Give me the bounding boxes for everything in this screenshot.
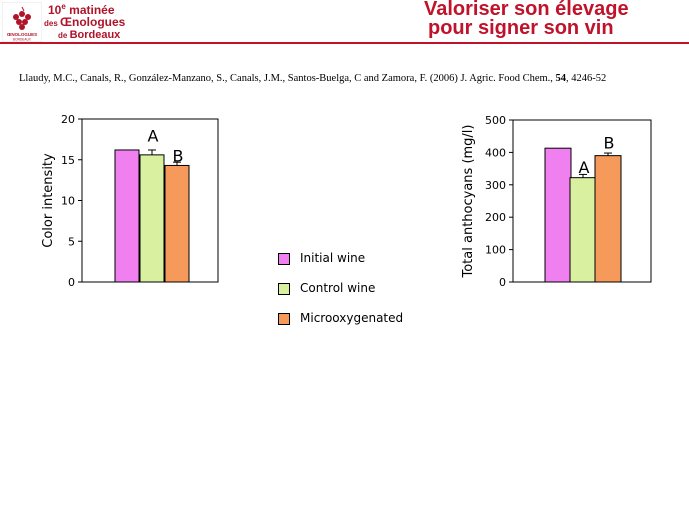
- legend-swatch-micro: [278, 313, 290, 325]
- event-oenologues: Œnologues: [60, 15, 126, 29]
- chart2-annotation-a: A: [579, 158, 590, 177]
- chart2-ytick-label-1: 100: [485, 244, 506, 257]
- oenologues-logo: ŒNOLOGUES BORDEAUX: [2, 2, 42, 42]
- chart2-ytick-label-2: 200: [485, 211, 506, 224]
- legend-label-control: Control wine: [300, 281, 376, 295]
- chart2-annotation-b: B: [604, 134, 615, 153]
- citation-authors: Llaudy, M.C., Canals, R., González-Manza…: [19, 73, 556, 84]
- logo-subtext: BORDEAUX: [13, 38, 32, 42]
- chart2-bar-0: [544, 147, 572, 283]
- header-divider: [0, 42, 689, 44]
- slide-title: Valoriser son élevage pour signer son vi…: [424, 0, 686, 38]
- chart1-ytick-label-1: 5: [68, 235, 75, 248]
- event-number-suffix: e: [61, 2, 66, 11]
- citation-volume: 54: [555, 73, 567, 84]
- chart2-ytick-label-3: 300: [485, 179, 506, 192]
- slide-title-line1: Valoriser son élevage: [424, 0, 629, 20]
- event-number: 10: [48, 3, 62, 17]
- legend-swatch-control: [278, 283, 290, 295]
- chart1-ylabel: Color intensity: [41, 153, 56, 248]
- chart2-ytick-label-0: 0: [499, 276, 506, 289]
- chart2-ylabel: Total anthocyans (mg/l): [461, 125, 476, 279]
- event-bordeaux: Bordeaux: [69, 29, 121, 41]
- event-label: matinée: [65, 3, 115, 17]
- event-name: 10e matinée des Œnologues de Bordeaux: [44, 2, 164, 44]
- legend-swatch-initial: [278, 253, 290, 265]
- chart1-bar-2: [164, 164, 190, 283]
- chart1-annotation-b: B: [173, 147, 184, 166]
- chart1-bar-0: [114, 149, 140, 283]
- legend-label-initial: Initial wine: [300, 251, 366, 265]
- event-de: de: [58, 31, 70, 40]
- chart2-bar-1: [569, 177, 597, 283]
- chart2-ytick-label-5: 500: [485, 114, 506, 127]
- chart1-ytick-label-3: 15: [61, 154, 75, 167]
- event-des: des: [44, 19, 61, 28]
- chart1-bar-1: [139, 154, 165, 283]
- chart2-bar-2: [594, 155, 622, 283]
- chart1-annotation-a: A: [148, 126, 159, 145]
- chart2-ytick-label-4: 400: [485, 146, 506, 159]
- slide-title-line2: pour signer son vin: [428, 17, 614, 39]
- citation: Llaudy, M.C., Canals, R., González-Manza…: [19, 73, 684, 84]
- chart1-ytick-label-0: 0: [68, 276, 75, 289]
- chart1-ytick-label-2: 10: [61, 195, 75, 208]
- logo-text: ŒNOLOGUES: [7, 32, 37, 37]
- chart1-ytick-label-4: 20: [61, 113, 75, 126]
- citation-pages: , 4246-52: [566, 73, 607, 84]
- legend-label-micro: Microoxygenated: [300, 311, 404, 325]
